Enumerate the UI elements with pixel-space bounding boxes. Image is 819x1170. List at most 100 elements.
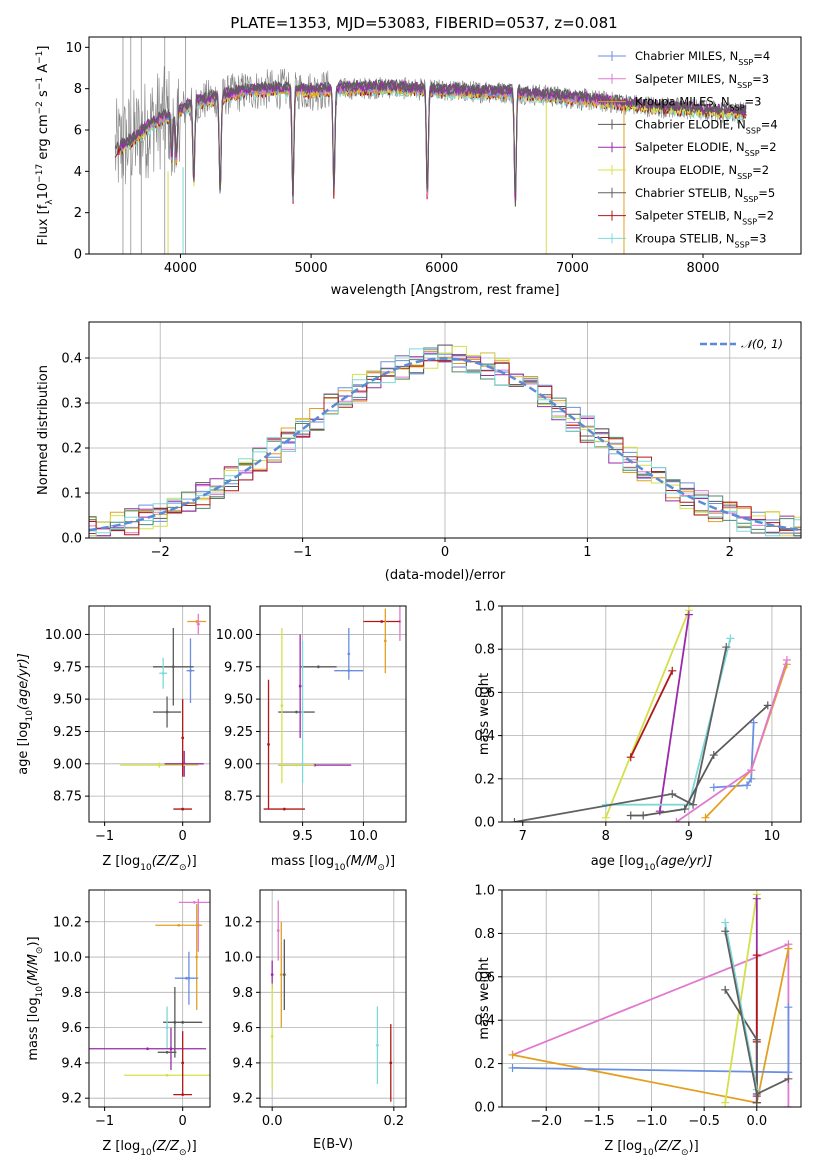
series-marker xyxy=(601,813,610,822)
legend-label: Kroupa MILES, NSSP=3 xyxy=(635,95,761,113)
weight-vs-age-xlabel-part: (age/yr)] xyxy=(655,854,712,869)
series-marker xyxy=(752,894,761,903)
x-tick-label: 0.2 xyxy=(383,1114,404,1129)
y-tick-label: 6 xyxy=(74,124,82,139)
spectrum-ylabel-part: λ xyxy=(45,199,55,205)
age-vs-z-ylabel: age [log10(age/yr)] xyxy=(16,653,35,775)
y-tick-label: 0.4 xyxy=(474,1014,495,1029)
weight-vs-age-ylabel: mass weight xyxy=(477,673,492,755)
axes-frame xyxy=(88,36,802,255)
series-line-kroupa_elodie xyxy=(604,609,690,819)
spectrum-ylabel-part: 10 xyxy=(36,183,51,200)
data-point xyxy=(165,1050,169,1054)
y-tick-label: 8.75 xyxy=(53,790,82,805)
x-tick-label: 0.0 xyxy=(262,1114,283,1129)
spectrum-ylabel-part: −1 xyxy=(35,77,45,90)
data-point xyxy=(280,704,284,707)
y-tick-label: 0.6 xyxy=(474,686,495,701)
series-marker xyxy=(784,1103,793,1107)
y-tick-label: 0.2 xyxy=(474,1057,495,1072)
y-tick-label: 9.2 xyxy=(61,1092,82,1107)
data-point xyxy=(389,1061,393,1065)
spectrum-ylabel-part: A xyxy=(36,64,51,77)
mass_vs_z-panel: −1 09.29.49.69.810.010.2Z [log10(Z/Z⊙)]ma… xyxy=(26,889,211,1158)
axes-frame xyxy=(88,889,211,1108)
x-tick-label: 10 xyxy=(764,829,781,844)
y-tick-label: 9.00 xyxy=(53,757,82,772)
mass-vs-z-ylabel-part: 10 xyxy=(35,986,45,998)
data-point xyxy=(181,807,185,811)
data-point xyxy=(295,763,298,767)
series-marker xyxy=(784,1074,793,1083)
legend-label-imf: Chabrier STELIB, N xyxy=(635,186,743,200)
legend-label-imf: Salpeter STELIB, N xyxy=(635,209,742,223)
x-tick-label: 6000 xyxy=(425,261,458,276)
histogram-chabrier_elodie xyxy=(89,344,801,534)
spectrum-xlabel: wavelength [Angstrom, rest frame] xyxy=(331,283,560,298)
axes-frame xyxy=(88,605,211,823)
weight-vs-age-xlabel: age [log10(age/yr)] xyxy=(591,854,713,873)
age-vs-mass-xlabel-part: mass [log xyxy=(271,854,334,869)
age-vs-z-xlabel-part: )] xyxy=(187,854,197,869)
data-point xyxy=(282,807,286,811)
legend-label-n: =5 xyxy=(758,186,775,200)
legend-label-sub: SSP xyxy=(742,217,757,226)
series-marker xyxy=(680,805,689,814)
residuals-ylabel-part: Normed distribution xyxy=(36,365,51,495)
weight-vs-age-xlabel-part: age [log xyxy=(591,854,644,869)
legend-label-imf: Salpeter ELODIE, N xyxy=(635,140,745,154)
x-tick-label: 2 xyxy=(726,545,734,560)
series-marker xyxy=(508,1063,517,1072)
data-point xyxy=(177,923,181,927)
y-tick-label: 0.0 xyxy=(61,532,82,547)
y-tick-label: 9.50 xyxy=(224,693,253,708)
weight-vs-z-xlabel-part: 10 xyxy=(642,1148,654,1158)
data-point xyxy=(270,1035,274,1038)
data-point xyxy=(181,1061,185,1065)
age-vs-mass-xlabel: mass [log10(M/M⊙)] xyxy=(271,854,395,873)
y-tick-label: 2 xyxy=(74,206,82,221)
y-tick-label: 0.0 xyxy=(474,1101,495,1116)
series-marker xyxy=(508,1050,517,1059)
legend-label-n: =2 xyxy=(752,163,769,177)
data-point xyxy=(295,710,298,714)
y-tick-label: 0.8 xyxy=(474,643,495,658)
legend-label-n: =4 xyxy=(761,117,778,131)
series-line-salpeter_stelib xyxy=(629,670,674,758)
series-marker xyxy=(721,985,730,994)
residuals-xlabel: (data-model)/error xyxy=(385,568,506,583)
mass-vs-z-ylabel-part: (M/M xyxy=(26,954,41,986)
series-marker xyxy=(672,818,681,822)
weight-vs-z-xlabel: Z [log10(Z/Z⊙)] xyxy=(604,1139,698,1158)
data-point xyxy=(279,973,283,977)
series-marker xyxy=(763,701,772,710)
x-tick-label: 10.0 xyxy=(349,829,378,844)
legend-label-sub: SSP xyxy=(743,194,758,203)
data-point xyxy=(195,620,199,623)
data-point xyxy=(169,1047,173,1051)
data-point xyxy=(171,665,175,669)
legend-label: Chabrier STELIB, NSSP=5 xyxy=(635,186,775,204)
y-tick-label: 9.6 xyxy=(61,1021,82,1036)
x-tick-label: 1 xyxy=(583,545,591,560)
y-tick-label: 0 xyxy=(74,248,82,263)
figure-title: PLATE=1353, MJD=53083, FIBERID=0537, z=0… xyxy=(230,14,617,32)
x-tick-label: 5000 xyxy=(295,261,328,276)
age-vs-z-ylabel-part: 10 xyxy=(25,710,35,722)
legend-label-sub: SSP xyxy=(745,149,760,158)
data-point xyxy=(317,665,320,669)
y-tick-label: 9.2 xyxy=(232,1092,253,1107)
x-tick-label: 9.5 xyxy=(292,829,313,844)
spectrum-panel: 4000 5000 6000 7000 8000 0 2 4 6 8 10 Chabrier MILE… xyxy=(35,36,802,298)
y-tick-label: 4 xyxy=(74,165,82,180)
x-tick-label: −1 xyxy=(293,545,312,560)
spectrum-ylabel-part: −17 xyxy=(35,164,45,183)
data-point xyxy=(282,973,286,977)
series-marker xyxy=(689,800,698,809)
weight_vs_z-marks xyxy=(508,890,793,1107)
y-tick-label: 9.4 xyxy=(232,1056,253,1071)
series-marker xyxy=(747,774,756,783)
y-tick-label: 9.75 xyxy=(224,660,253,675)
